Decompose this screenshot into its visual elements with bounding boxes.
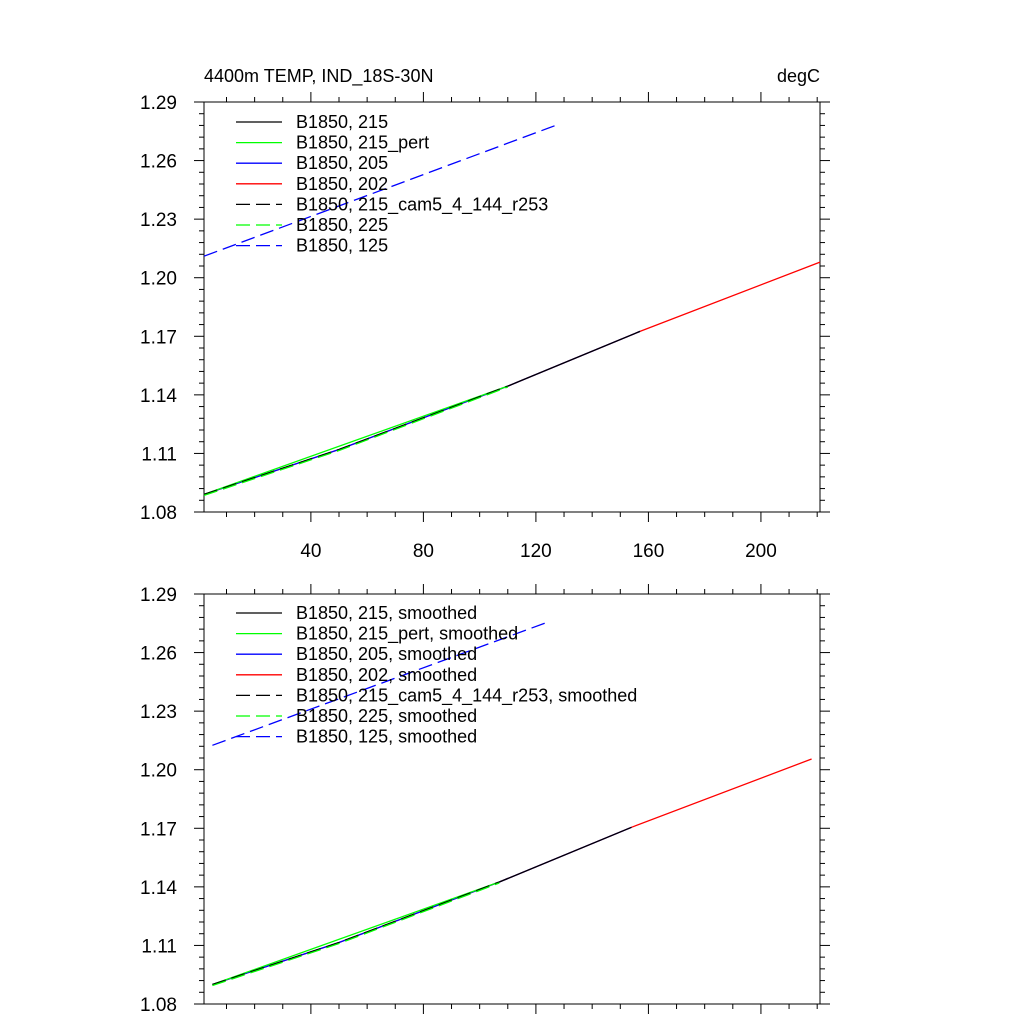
legend-label: B1850, 215, smoothed	[296, 603, 477, 623]
y-tick-label: 1.20	[140, 761, 177, 782]
legend-label: B1850, 225	[296, 215, 388, 235]
legend-label: B1850, 225, smoothed	[296, 706, 477, 726]
bottom-panel: 1.08 1.11 1.14 1.17 1.20 1.23 1.26 1.29 B1850, 2…	[140, 584, 830, 1016]
legend-label: B1850, 202, smoothed	[296, 665, 477, 685]
plot-frame	[203, 101, 821, 513]
legend-label: B1850, 125	[296, 236, 388, 256]
series-line	[212, 826, 632, 986]
x-tick-label: 80	[413, 541, 434, 562]
units-label: degC	[777, 66, 820, 86]
x-tick-label: 160	[633, 541, 665, 562]
legend-label: B1850, 205	[296, 153, 388, 173]
chart-title: 4400m TEMP, IND_18S-30N	[204, 66, 433, 87]
series-line	[203, 261, 821, 496]
legend-label: B1850, 125, smoothed	[296, 727, 477, 747]
y-tick-label: 1.20	[140, 269, 177, 290]
series-line	[212, 881, 500, 986]
series-line	[499, 826, 632, 883]
y-tick-label: 1.11	[141, 444, 177, 465]
y-tick-label: 1.29	[140, 585, 177, 606]
y-tick-label: 1.17	[140, 819, 177, 840]
y-tick-label: 1.08	[140, 503, 177, 524]
legend-label: B1850, 205, smoothed	[296, 644, 477, 664]
series-line	[203, 385, 509, 496]
y-tick-label: 1.17	[140, 327, 177, 348]
legend-label: B1850, 215	[296, 112, 388, 132]
legend-label: B1850, 202	[296, 174, 388, 194]
series-line	[212, 881, 500, 986]
legend-label: B1850, 215_cam5_4_144_r253	[296, 194, 548, 215]
y-tick-label: 1.26	[140, 152, 177, 173]
series-line	[203, 124, 556, 257]
series-line	[203, 386, 509, 497]
top-panel: 4400m TEMP, IND_18S-30N degC 1.08 1.11 1.1…	[140, 66, 830, 562]
y-tick-label: 1.23	[140, 210, 177, 231]
plot-frame	[203, 593, 821, 1005]
y-tick-label: 1.14	[140, 878, 177, 899]
legend-label: B1850, 215_pert	[296, 133, 429, 154]
x-tick-label: 200	[745, 541, 777, 562]
x-tick-label: 120	[520, 541, 552, 562]
legend-label: B1850, 215_pert, smoothed	[296, 624, 518, 645]
x-tick-label: 40	[300, 541, 321, 562]
y-tick-label: 1.29	[140, 93, 177, 114]
series-line	[203, 385, 509, 496]
legend-label: B1850, 215_cam5_4_144_r253, smoothed	[296, 685, 637, 706]
series-line	[212, 882, 500, 987]
series-line	[212, 758, 812, 986]
y-tick-label: 1.11	[141, 936, 177, 957]
series-line	[507, 330, 641, 387]
y-tick-label: 1.14	[140, 386, 177, 407]
y-tick-label: 1.26	[140, 644, 177, 665]
y-tick-label: 1.08	[140, 995, 177, 1016]
series-line	[203, 330, 641, 496]
y-tick-label: 1.23	[140, 702, 177, 723]
